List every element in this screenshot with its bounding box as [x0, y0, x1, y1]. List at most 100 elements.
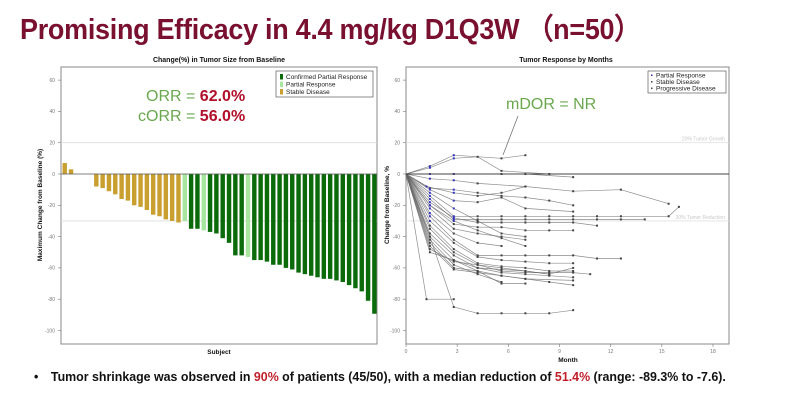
spider-data-point [452, 207, 455, 210]
waterfall-chart: Change(%) in Tumor Size from Baseline 60… [37, 57, 378, 356]
spider-data-point [500, 270, 503, 273]
waterfall-bar [321, 174, 327, 279]
spider-plot-frame [405, 66, 730, 345]
spider-data-point [476, 270, 479, 273]
spider-data-point [476, 155, 479, 158]
spider-data-point [452, 251, 455, 254]
spider-data-point [524, 282, 527, 285]
waterfall-bar [169, 174, 175, 221]
spider-data-point [500, 215, 503, 218]
spider-data-point [428, 248, 431, 251]
spider-data-point [619, 215, 622, 218]
spider-data-point [428, 219, 431, 222]
waterfall-bar [144, 174, 150, 210]
spider-data-point [425, 185, 428, 188]
spider-y-tick-label: 40 [394, 109, 400, 115]
waterfall-bar [214, 174, 219, 234]
spider-data-point [428, 241, 431, 244]
waterfall-bar [233, 174, 238, 256]
spider-data-point [524, 273, 527, 276]
spider-data-point [428, 207, 431, 210]
bullet-text-1: Tumor shrinkage was observed in [50, 369, 254, 384]
spider-data-point [548, 312, 551, 315]
spider-data-point [428, 227, 431, 230]
bullet-marker: • [34, 369, 39, 384]
waterfall-x-label: Subject [207, 349, 231, 356]
spider-series-line [405, 173, 621, 259]
spider-data-point [476, 263, 479, 266]
spider-data-point [596, 224, 599, 227]
spider-series-line [405, 173, 574, 286]
spider-data-point [572, 210, 575, 213]
waterfall-title: Change(%) in Tumor Size from Baseline [153, 57, 285, 64]
spider-x-tick-label: 18 [710, 349, 716, 355]
spider-data-point [572, 229, 575, 232]
spider-data-point [524, 270, 527, 273]
waterfall-bar [163, 174, 169, 220]
spider-data-point [524, 221, 527, 224]
spider-data-point [500, 169, 503, 172]
waterfall-y-tick-label: -20 [48, 203, 55, 209]
spider-data-point [452, 227, 455, 230]
spider-data-point [476, 201, 479, 204]
corr-value: 56.0% [200, 108, 245, 125]
waterfall-bar [226, 174, 232, 243]
spider-data-point [500, 218, 503, 221]
spider-data-point [452, 218, 455, 221]
spider-data-point [428, 201, 431, 204]
spider-series-line [405, 173, 574, 275]
spider-series-line [405, 173, 526, 247]
spider-data-point [524, 254, 527, 257]
waterfall-legend-label: Confirmed Partial Response [286, 74, 368, 81]
spider-data-point [428, 204, 431, 207]
spider-data-point [428, 187, 431, 190]
spider-data-point [476, 194, 479, 197]
spider-y-tick-label: 20 [394, 141, 400, 147]
spider-series-line [405, 173, 669, 205]
spider-data-point [428, 232, 431, 235]
waterfall-y-tick-label: 60 [49, 78, 55, 84]
spider-data-point [476, 255, 479, 258]
spider-data-point [548, 199, 551, 202]
waterfall-bar [264, 174, 270, 262]
spider-reference-label: 30% Tumor Reduction [676, 215, 726, 221]
spider-data-point [452, 298, 455, 301]
spider-data-point [452, 216, 455, 219]
spider-data-point [500, 235, 503, 238]
spider-data-point [452, 215, 455, 218]
spider-data-point [452, 179, 455, 182]
spider-data-point [619, 218, 622, 221]
bullet-median-reduction: 51.4% [554, 369, 591, 384]
waterfall-bar [308, 174, 314, 276]
waterfall-y-tick-label: -60 [48, 266, 55, 272]
spider-legend-label: Partial Response [656, 73, 706, 80]
spider-data-point [476, 221, 479, 224]
spider-data-point [524, 312, 527, 315]
spider-data-point [596, 218, 599, 221]
spider-x-tick-label: 12 [608, 349, 614, 355]
waterfall-bar [150, 174, 156, 215]
waterfall-bar [94, 174, 99, 187]
spider-data-point [500, 226, 503, 229]
spider-data-point [524, 218, 527, 221]
spider-series-line [405, 173, 526, 241]
spider-data-point [500, 312, 503, 315]
spider-series-line [405, 156, 550, 175]
spider-data-point [452, 238, 455, 241]
spider-data-point [500, 254, 503, 257]
spider-data-point [524, 196, 527, 199]
spider-y-tick-label: -100 [390, 328, 400, 334]
spider-data-point [524, 238, 527, 241]
spider-data-point [500, 244, 503, 247]
spider-x-label: Month [558, 357, 578, 364]
spider-data-point [589, 273, 592, 276]
waterfall-bar [315, 174, 320, 278]
spider-data-point [476, 262, 479, 265]
spider-data-point [428, 235, 431, 238]
waterfall-bar [106, 174, 112, 192]
spider-data-point [500, 274, 503, 277]
spider-data-point [476, 229, 479, 232]
spider-x-tick-label: 15 [659, 349, 665, 355]
waterfall-bar [327, 174, 333, 279]
waterfall-bar [353, 174, 358, 289]
